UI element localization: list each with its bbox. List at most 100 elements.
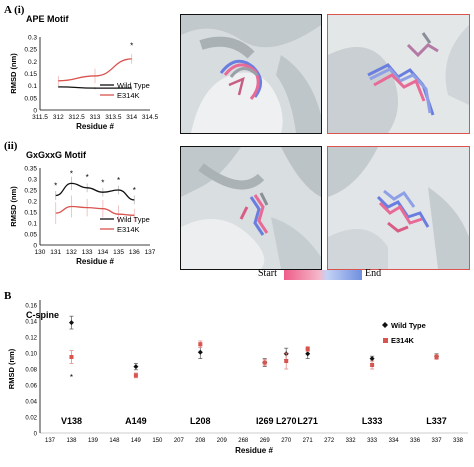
data-point-e314k [133, 373, 138, 378]
chart-title: GxGxxG Motif [26, 150, 87, 160]
significance-star: * [54, 182, 57, 191]
legend-entry: E314K [391, 336, 415, 345]
x-tick-label: 313.5 [105, 114, 122, 121]
legend-entry: Wild Type [117, 81, 150, 90]
x-tick-label: 332 [346, 438, 357, 444]
y-tick-label: 0.25 [24, 188, 37, 195]
panel-a-label: A (i) [4, 4, 25, 16]
x-tick-label: 314 [126, 114, 137, 121]
x-tick-label: 270 [281, 438, 292, 444]
x-axis-label: Residue # [76, 122, 114, 131]
series-line-wild-type [58, 86, 132, 89]
significance-star: * [101, 178, 104, 187]
significance-star: * [117, 176, 120, 185]
data-point-e314k [69, 355, 74, 359]
chart-title: C-spine [26, 310, 59, 320]
x-tick-label: 130 [35, 249, 46, 256]
x-tick-label: 268 [238, 438, 249, 444]
chart-title: APE Motif [26, 14, 69, 24]
y-tick-label: 0.05 [24, 232, 37, 239]
x-axis-label: Residue # [235, 446, 273, 455]
residue-label: L333 [362, 416, 383, 426]
x-tick-label: 311.5 [32, 114, 48, 121]
residue-label: L270 [276, 416, 297, 426]
y-tick-label: 0.02 [25, 416, 37, 422]
x-tick-label: 338 [453, 438, 464, 444]
x-tick-label: 209 [217, 438, 228, 444]
series-line-e314k [55, 205, 135, 216]
y-tick-label: 0.04 [25, 400, 37, 406]
x-tick-label: 137 [145, 249, 156, 256]
x-tick-label: 312.5 [69, 114, 86, 121]
data-point-e314k [370, 363, 375, 367]
y-axis-label: RMSD (nm) [7, 348, 16, 389]
x-tick-label: 150 [152, 438, 163, 444]
residue-label: L208 [190, 416, 211, 426]
significance-star: * [133, 186, 136, 195]
gxgxxg-structure-closeup [327, 146, 470, 270]
panel-a-ii-label: (ii) [4, 140, 18, 152]
x-tick-label: 314.5 [142, 114, 159, 121]
legend-entry: E314K [117, 225, 140, 234]
panel-b-label: B [4, 290, 12, 302]
significance-star: * [70, 170, 73, 179]
significance-star: * [86, 173, 89, 182]
y-tick-label: 0 [33, 108, 37, 115]
gradient-start-label: Start [258, 268, 277, 279]
y-tick-label: 0.05 [24, 95, 37, 102]
data-point-wild-type [305, 351, 311, 357]
x-tick-label: 313 [90, 114, 101, 121]
x-tick-label: 333 [367, 438, 378, 444]
data-point-e314k [305, 347, 310, 351]
x-tick-label: 148 [109, 438, 120, 444]
y-tick-label: 0.08 [25, 368, 37, 374]
y-tick-label: 0.25 [24, 47, 37, 54]
x-tick-label: 139 [88, 438, 99, 444]
x-tick-label: 132 [66, 249, 77, 256]
data-point-e314k [262, 360, 267, 365]
y-tick-label: 0.14 [25, 320, 37, 326]
legend-entry: E314K [117, 91, 140, 100]
y-tick-label: 0.12 [25, 336, 37, 342]
legend-entry: Wild Type [391, 321, 426, 330]
y-tick-label: 0.3 [28, 177, 37, 184]
y-tick-label: 0.06 [25, 384, 37, 390]
data-point-wild-type [197, 349, 203, 355]
x-tick-label: 134 [97, 249, 108, 256]
x-tick-label: 131 [50, 249, 61, 256]
legend-entry: Wild Type [117, 215, 150, 224]
residue-label: A149 [125, 416, 147, 426]
ape-structure-overview [180, 14, 322, 134]
x-tick-label: 272 [324, 438, 335, 444]
y-tick-label: 0.15 [24, 210, 37, 217]
residue-label: V138 [61, 416, 82, 426]
data-point-wild-type [133, 364, 139, 370]
y-tick-label: 0.2 [28, 59, 37, 66]
x-tick-label: 334 [389, 438, 400, 444]
x-tick-label: 269 [260, 438, 271, 444]
y-axis-label: RMSD (nm) [9, 53, 18, 94]
significance-star: * [130, 42, 133, 51]
x-tick-label: 137 [45, 438, 56, 444]
legend-swatch [382, 322, 388, 328]
x-axis-label: Residue # [76, 257, 114, 266]
gradient-end-label: End [365, 268, 382, 279]
y-tick-label: 0.15 [24, 71, 37, 78]
x-tick-label: 208 [195, 438, 206, 444]
x-tick-label: 271 [303, 438, 314, 444]
series-line-e314k [58, 58, 132, 82]
data-point-e314k [198, 342, 203, 347]
x-tick-label: 136 [129, 249, 140, 256]
gradient-bar [284, 270, 362, 280]
x-tick-label: 207 [174, 438, 185, 444]
series-line-wild-type [55, 182, 135, 201]
y-tick-label: 0.1 [28, 221, 37, 228]
data-point-e314k [434, 355, 439, 359]
y-tick-label: 0.2 [28, 199, 37, 206]
data-point-wild-type [369, 356, 375, 362]
y-axis-label: RMSD (nm) [9, 186, 18, 227]
data-point-wild-type [68, 320, 74, 326]
